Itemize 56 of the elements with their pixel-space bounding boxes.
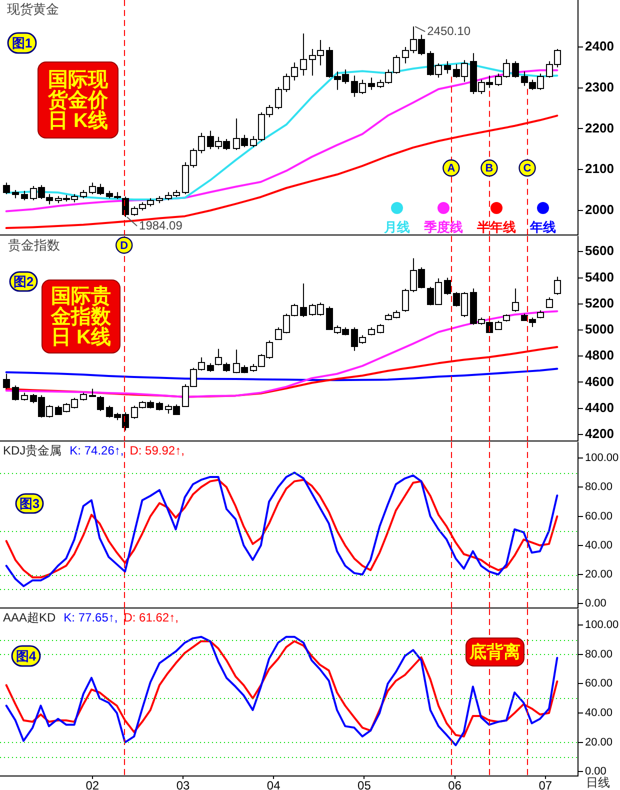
- annotation: 图4: [16, 648, 37, 664]
- y-tick-label: 80.00: [585, 481, 613, 494]
- y-tick-label: 5600: [585, 243, 614, 258]
- chart-title: AAA超KD: [3, 610, 56, 624]
- x-tick-label: 02: [86, 778, 100, 790]
- y-tick-label: 2200: [585, 120, 614, 136]
- x-tick-label: 06: [448, 778, 462, 790]
- legend-label: 半年线: [476, 220, 516, 235]
- ref-line-label: C: [523, 162, 532, 175]
- y-tick-label: 0.00: [585, 766, 606, 778]
- y-tick-label: 2000: [585, 202, 614, 218]
- x-tick-label: 03: [176, 778, 190, 790]
- y-tick-label: 4800: [585, 348, 614, 363]
- annotation: 图3: [19, 496, 40, 512]
- annotation: K: 74.26↑,: [70, 443, 124, 458]
- x-tick-label: 04: [266, 778, 281, 790]
- x-tick-label: 05: [358, 778, 372, 790]
- y-tick-label: 4600: [585, 374, 614, 389]
- ref-line-label: D: [120, 240, 128, 252]
- y-tick-label: 60.00: [585, 510, 613, 522]
- y-tick-label: 4400: [585, 400, 614, 415]
- annotation: D: 59.92↑,: [130, 443, 184, 458]
- y-tick-label: 5000: [585, 322, 614, 337]
- annotation: 2450.10: [427, 24, 471, 38]
- annotation: K: 77.65↑,: [64, 610, 118, 624]
- y-tick-label: 20.00: [585, 568, 613, 581]
- x-tick-label: 07: [538, 778, 552, 790]
- annotation: 图2: [13, 274, 34, 290]
- y-tick-label: 40.00: [585, 707, 613, 720]
- y-tick-label: 2300: [585, 79, 614, 94]
- chart-title: KDJ贵金属: [3, 443, 62, 458]
- text: 日线: [586, 775, 610, 790]
- y-tick-label: 2400: [585, 38, 614, 54]
- legend-label: 月线: [383, 220, 410, 235]
- legend-label: 年线: [529, 220, 556, 235]
- chart-title: 贵金指数: [8, 238, 60, 254]
- ref-line-label: A: [447, 162, 456, 175]
- annotation: 底背离: [468, 642, 520, 662]
- chart-title: 现货黄金: [7, 2, 59, 17]
- y-tick-label: 5200: [585, 295, 614, 310]
- y-tick-label: 0.00: [585, 598, 606, 610]
- legend-label: 季度线: [423, 220, 463, 235]
- annotation: 1984.09: [139, 218, 183, 232]
- annotation: 国际现货金价日 K线: [47, 69, 109, 132]
- y-tick-label: 40.00: [585, 539, 613, 552]
- y-tick-label: 2100: [585, 161, 614, 176]
- annotation: 图1: [12, 36, 32, 51]
- y-tick-label: 60.00: [585, 678, 613, 690]
- y-tick-label: 4200: [585, 426, 614, 442]
- annotation: 国际贵金指数日 K线: [50, 284, 112, 348]
- y-tick-label: 80.00: [585, 648, 613, 660]
- y-tick-label: 100.00: [585, 619, 619, 632]
- y-tick-label: 5400: [585, 269, 614, 284]
- y-tick-label: 20.00: [585, 736, 613, 748]
- y-tick-label: 100.00: [585, 452, 619, 464]
- ref-line-label: B: [485, 162, 494, 175]
